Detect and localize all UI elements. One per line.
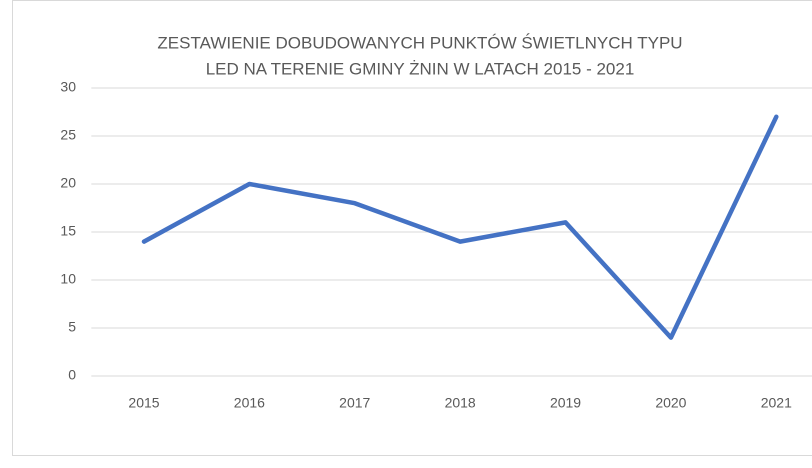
y-tick-label: 20	[60, 175, 76, 191]
chart-frame	[12, 0, 812, 456]
data-line	[141, 114, 779, 340]
y-tick-label: 15	[60, 223, 76, 239]
x-tick-label: 2019	[550, 395, 581, 411]
x-tick-label: 2021	[761, 395, 792, 411]
x-tick-label: 2017	[339, 395, 370, 411]
y-tick-label: 10	[60, 271, 76, 287]
x-tick-label: 2015	[128, 395, 159, 411]
y-tick-label: 5	[68, 319, 76, 335]
chart-title: LED NA TERENIE GMINY ŻNIN W LATACH 2015 …	[206, 59, 635, 78]
chart-title: ZESTAWIENIE DOBUDOWANYCH PUNKTÓW ŚWIETLN…	[157, 33, 682, 52]
y-tick-label: 30	[60, 79, 76, 95]
x-tick-label: 2018	[445, 395, 476, 411]
x-tick-label: 2016	[234, 395, 265, 411]
x-tick-label: 2020	[655, 395, 686, 411]
y-tick-label: 0	[68, 367, 76, 383]
y-tick-label: 25	[60, 127, 76, 143]
